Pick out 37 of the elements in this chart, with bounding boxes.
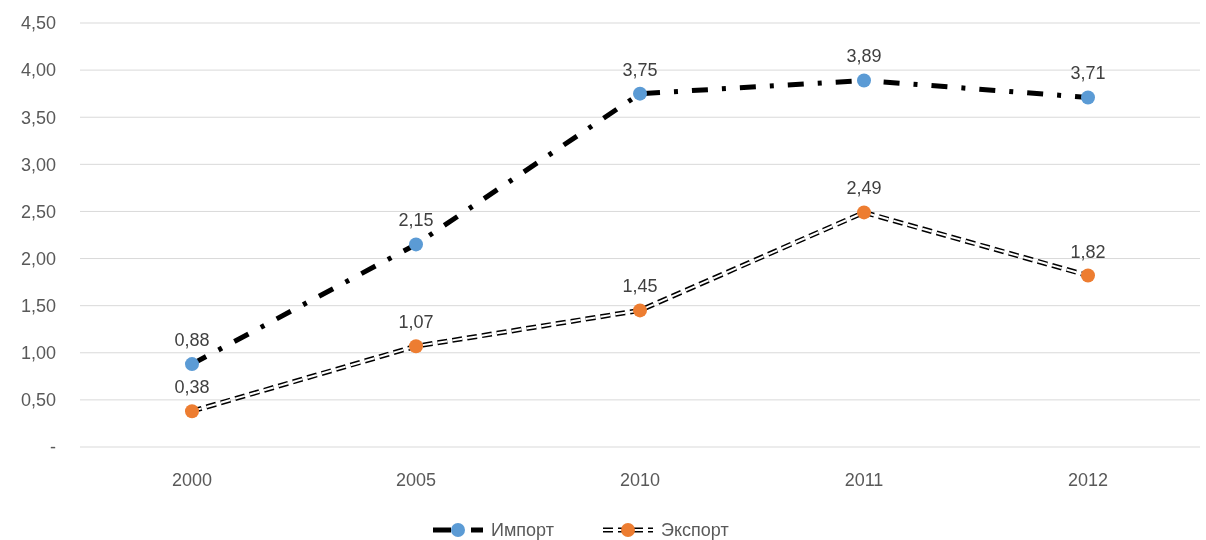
y-tick-label: - [50, 437, 56, 458]
x-tick-label: 2012 [1067, 470, 1109, 490]
point [409, 339, 423, 354]
x-tick-label: 2005 [395, 470, 437, 490]
x-tick-label: 2000 [171, 470, 213, 490]
data-label: 0,88 [174, 330, 210, 351]
data-label: 2,15 [398, 210, 434, 231]
legend-label: Импорт [491, 520, 554, 540]
point [857, 73, 871, 88]
point [1081, 268, 1095, 283]
point [857, 205, 871, 220]
data-label: 3,75 [622, 59, 658, 80]
point [633, 303, 647, 318]
y-tick-label: 0,50 [20, 390, 56, 411]
y-tick-label: 4,00 [20, 60, 56, 81]
point [185, 404, 199, 419]
data-label: 3,89 [846, 46, 882, 67]
data-label: 1,45 [622, 276, 658, 297]
point [185, 357, 199, 372]
data-label: 1,82 [1070, 241, 1106, 262]
y-tick-label: 2,00 [20, 248, 56, 269]
data-label: 0,38 [174, 377, 210, 398]
data-label: 3,71 [1070, 63, 1106, 84]
y-tick-label: 4,50 [20, 13, 56, 34]
point [1081, 90, 1095, 105]
y-tick-label: 2,50 [20, 201, 56, 222]
legend-label: Экспорт [661, 520, 729, 540]
data-label: 1,07 [398, 312, 434, 333]
y-tick-label: 3,00 [20, 154, 56, 175]
y-tick-label: 1,50 [20, 295, 56, 316]
point [409, 237, 423, 252]
point [633, 86, 647, 101]
data-label: 2,49 [846, 178, 882, 199]
y-tick-label: 1,00 [20, 343, 56, 364]
x-tick-label: 2011 [844, 470, 884, 490]
x-tick-label: 2010 [619, 470, 661, 490]
y-tick-label: 3,50 [20, 107, 56, 128]
